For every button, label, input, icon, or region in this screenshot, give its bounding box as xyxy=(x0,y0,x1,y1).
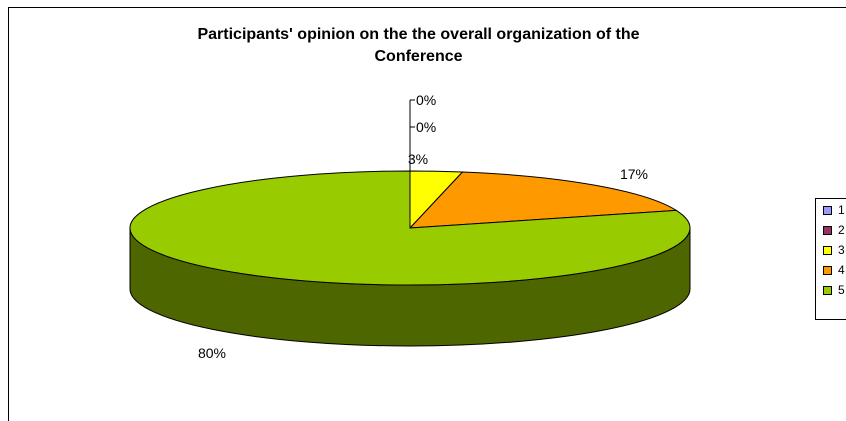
slice-top-4 xyxy=(408,171,678,229)
legend-item-1: 1 xyxy=(823,203,845,217)
legend-item-5: 5 xyxy=(823,283,845,297)
zero-slice-leader-lines xyxy=(409,99,415,171)
chart-legend: 1 2 3 4 5 xyxy=(815,198,846,320)
data-label-2: 0% xyxy=(416,119,436,135)
legend-label-1: 1 xyxy=(838,203,845,217)
legend-item-3: 3 xyxy=(823,243,845,257)
chart-title-line-1: Participants' opinion on the the overall… xyxy=(197,26,640,43)
chart-title-line-2: Conference xyxy=(374,48,463,65)
slice-top-5 xyxy=(129,170,691,286)
legend-swatch-4 xyxy=(823,266,832,276)
legend-label-4: 4 xyxy=(838,263,845,277)
data-label-5: 80% xyxy=(198,345,226,361)
data-label-4: 17% xyxy=(620,166,648,182)
legend-item-4: 4 xyxy=(823,263,845,277)
legend-label-5: 5 xyxy=(838,283,845,297)
data-label-3: 3% xyxy=(408,151,428,167)
legend-swatch-3 xyxy=(823,246,832,256)
chart-title: Participants' opinion on the the overall… xyxy=(0,24,846,68)
legend-label-3: 3 xyxy=(838,243,845,257)
legend-swatch-5 xyxy=(823,286,832,296)
legend-label-2: 2 xyxy=(838,223,845,237)
legend-item-2: 2 xyxy=(823,223,845,237)
data-label-1: 0% xyxy=(416,92,436,108)
legend-swatch-1 xyxy=(823,206,832,216)
chart-area xyxy=(8,7,846,421)
legend-swatch-2 xyxy=(823,226,832,236)
